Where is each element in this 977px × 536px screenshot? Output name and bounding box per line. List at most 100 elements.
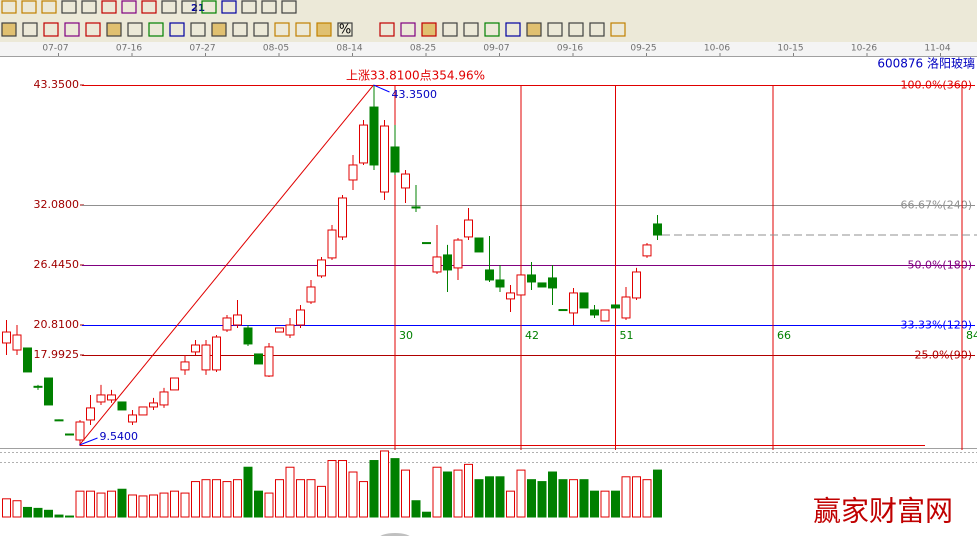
candle-body (369, 106, 379, 166)
volume-bar (170, 490, 179, 518)
toolbar-icon[interactable] (148, 22, 164, 37)
toolbar-icon[interactable] (41, 0, 57, 14)
toolbar-icon[interactable] (547, 22, 563, 37)
toolbar-label[interactable]: 21 (191, 3, 205, 14)
toolbar-icon[interactable] (253, 22, 269, 37)
toolbar-icon[interactable] (505, 22, 521, 37)
volume-bar (212, 479, 221, 518)
toolbar-icon[interactable] (181, 0, 197, 14)
volume-bar (44, 509, 53, 518)
date-label: 10-26 (851, 44, 877, 54)
toolbar-icon[interactable] (484, 22, 500, 37)
volume-bar (96, 492, 106, 518)
toolbar-icon[interactable] (169, 22, 185, 37)
candle-body (569, 292, 578, 314)
volume-bar (569, 479, 578, 518)
fib-label: 25.0%(90) (914, 348, 972, 361)
candle-body (159, 391, 169, 406)
toolbar-icon[interactable] (316, 22, 332, 37)
toolbar-icon[interactable] (421, 22, 437, 37)
toolbar-icon[interactable] (442, 22, 458, 37)
toolbar-icon[interactable] (568, 22, 584, 37)
toolbar-icon[interactable] (1, 0, 17, 14)
toolbar-icon[interactable] (232, 22, 248, 37)
candle-body (317, 259, 326, 277)
toolbar-icon[interactable] (161, 0, 177, 14)
toolbar-icon[interactable] (337, 22, 353, 37)
volume-bar (558, 479, 568, 518)
volume-bar (485, 476, 494, 518)
toolbar-icon[interactable] (1, 22, 17, 37)
volume-bar (464, 463, 473, 518)
toolbar-icon[interactable] (295, 22, 311, 37)
volume-bar (359, 481, 368, 518)
toolbar-icon[interactable] (190, 22, 206, 37)
toolbar-icon[interactable] (43, 22, 59, 37)
candle-body (527, 274, 536, 283)
candle-body (12, 334, 22, 351)
candle-body (506, 292, 515, 300)
volume-bar (642, 479, 652, 518)
toolbar-icon[interactable] (81, 0, 97, 14)
toolbar-icon[interactable] (281, 0, 297, 14)
high-connector (373, 84, 390, 93)
date-label: 08-05 (263, 44, 289, 54)
toolbar-icon[interactable] (22, 22, 38, 37)
candle-body (233, 314, 242, 326)
toolbar-icon[interactable] (201, 0, 217, 14)
toolbar-icon[interactable] (141, 0, 157, 14)
toolbar-icon[interactable] (261, 0, 277, 14)
toolbar-icon[interactable] (127, 22, 143, 37)
volume-bar (264, 492, 274, 518)
candle-body (138, 406, 148, 416)
candle-body (558, 309, 568, 312)
toolbar-icon[interactable] (463, 22, 479, 37)
volume-bar (411, 500, 421, 518)
y-tick-label: 17.9925 (34, 348, 80, 361)
toolbar-icon[interactable] (211, 22, 227, 37)
toolbar-icon[interactable] (589, 22, 605, 37)
candle-body (254, 353, 263, 365)
candle-body (474, 237, 484, 253)
toolbar-icon[interactable] (379, 22, 395, 37)
candle-body (495, 279, 505, 288)
toolbar-icon[interactable] (64, 22, 80, 37)
candle-body (44, 377, 53, 406)
toolbar-icon[interactable] (221, 0, 237, 14)
candle-body (600, 309, 610, 322)
date-label: 09-07 (483, 44, 509, 54)
candle-body (2, 331, 11, 344)
toolbar-icon[interactable] (101, 0, 117, 14)
volume-bar (149, 494, 158, 518)
candle-body (548, 277, 557, 289)
candle-body (75, 421, 85, 441)
volume-bar (390, 458, 400, 518)
volume-bar (432, 466, 442, 518)
fib-label: 33.33%(120) (900, 318, 972, 331)
cycle-label: 66 (777, 329, 791, 342)
toolbar-icon[interactable] (241, 0, 257, 14)
watermark: 赢家财富网 (813, 495, 953, 528)
toolbar-icon[interactable] (61, 0, 77, 14)
toolbar-label[interactable]: % (339, 23, 351, 38)
candle-body (33, 385, 43, 388)
toolbar-icon[interactable] (21, 0, 37, 14)
volume-bar (401, 469, 410, 518)
volume-bar (611, 490, 620, 518)
candle-body (642, 244, 652, 257)
candle-body (653, 223, 662, 236)
toolbar-icon[interactable] (121, 0, 137, 14)
toolbar-icon[interactable] (526, 22, 542, 37)
candle-body (65, 433, 74, 436)
toolbar-icon[interactable] (610, 22, 626, 37)
toolbar-icon[interactable] (106, 22, 122, 37)
toolbar-icon[interactable] (85, 22, 101, 37)
date-label: 07-16 (116, 44, 142, 54)
volume-bar (338, 460, 347, 518)
volume-bar (422, 511, 431, 518)
toolbar-icon[interactable] (400, 22, 416, 37)
candle-body (149, 402, 158, 408)
toolbar-icon[interactable] (274, 22, 290, 37)
candle-body (23, 347, 32, 373)
candle-body (264, 346, 274, 377)
